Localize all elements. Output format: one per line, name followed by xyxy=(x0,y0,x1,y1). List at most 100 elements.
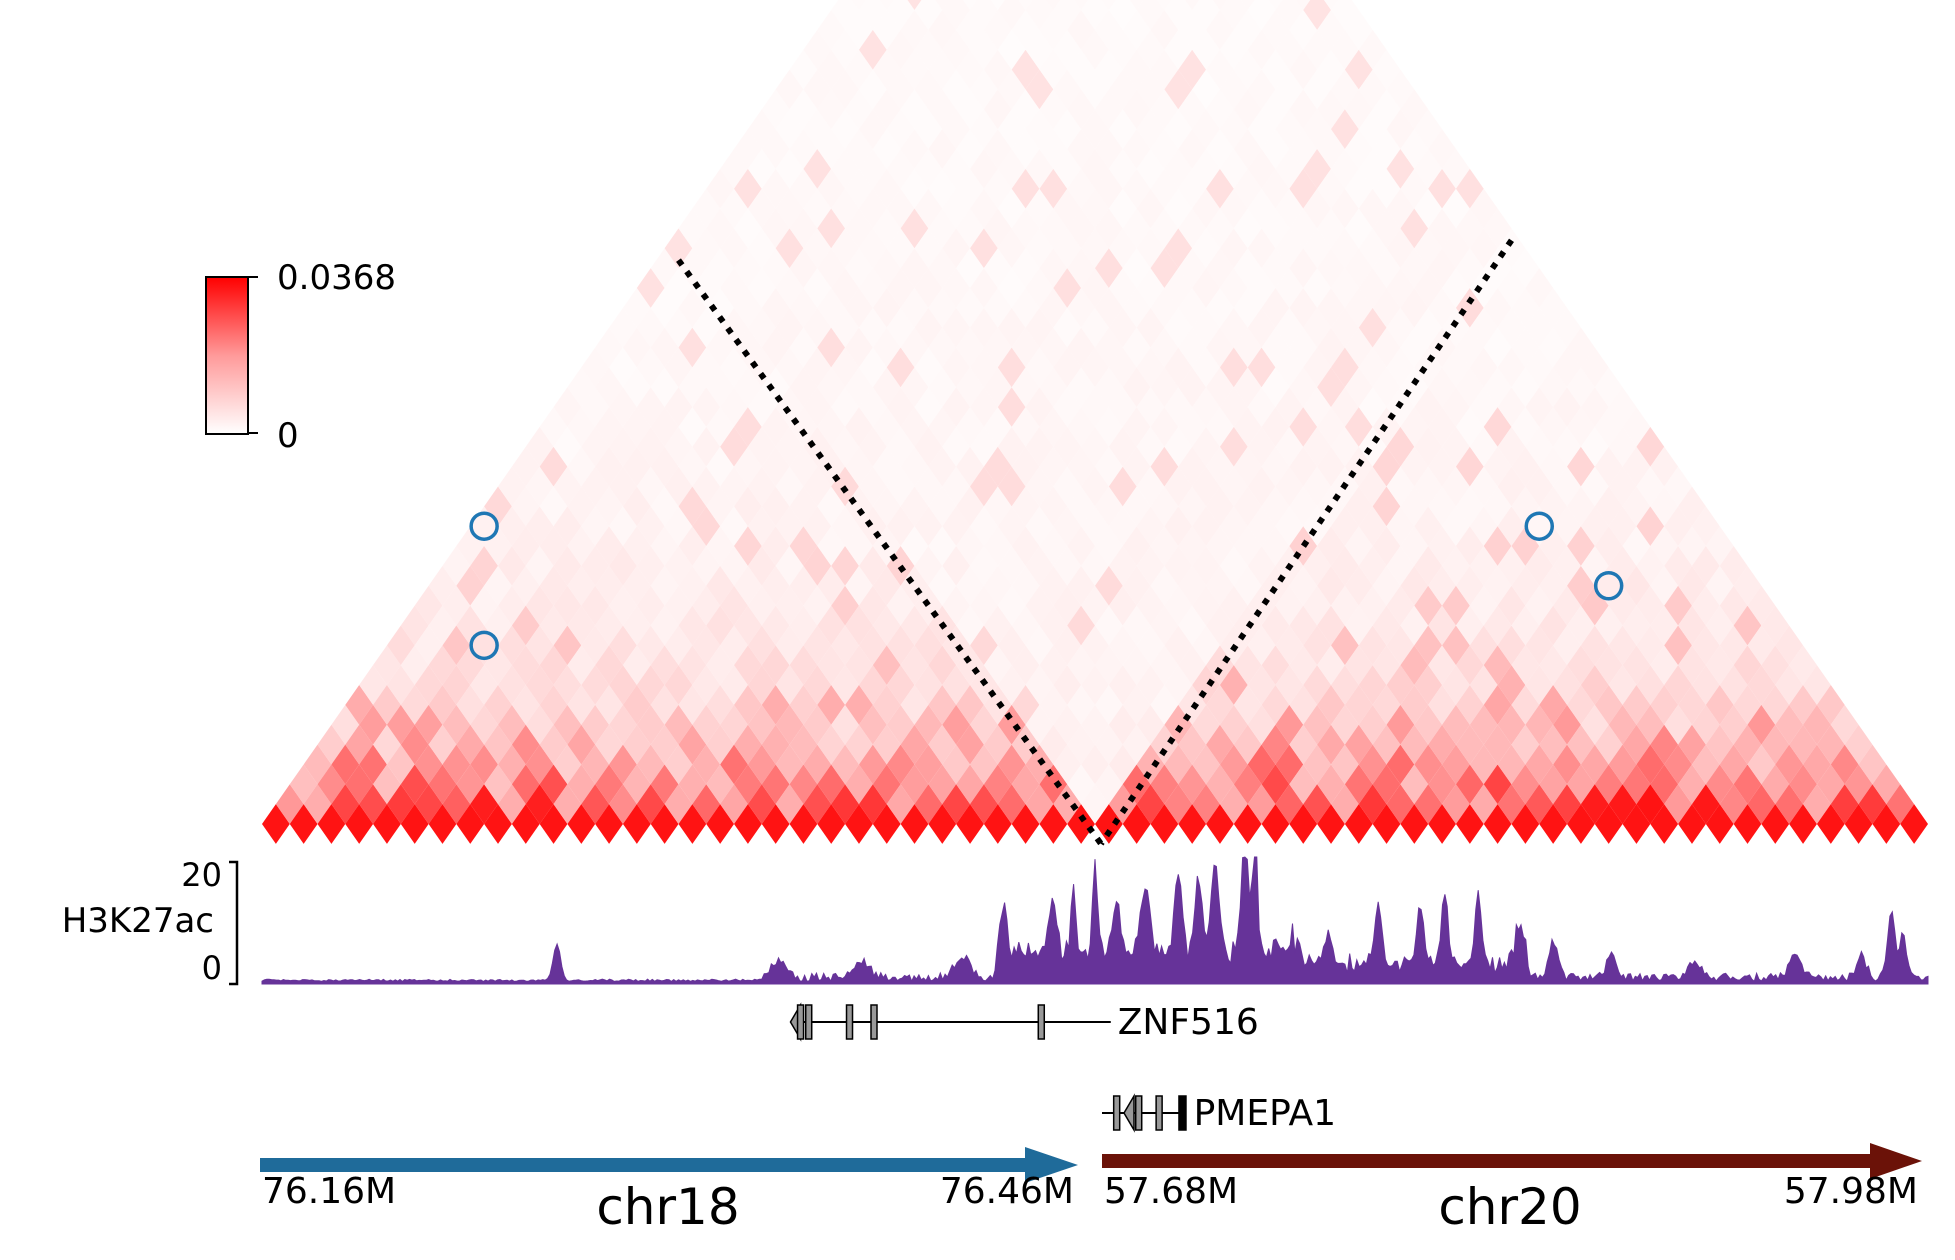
heatmap-cell xyxy=(511,645,540,686)
heatmap-cell xyxy=(1150,367,1179,408)
heatmap-cell xyxy=(470,784,499,824)
heatmap-cell xyxy=(622,764,651,805)
heatmap-cell xyxy=(1303,426,1332,467)
heatmap-cell xyxy=(1053,466,1082,507)
heatmap-cell xyxy=(928,208,957,249)
heatmap-cell xyxy=(1233,248,1262,288)
heatmap-cell xyxy=(956,248,984,288)
heatmap-cell xyxy=(1212,0,1227,11)
heatmap-cell xyxy=(1400,208,1429,249)
heatmap-cell xyxy=(831,0,859,30)
heatmap-cell xyxy=(831,69,859,110)
heatmap-cell xyxy=(1497,228,1526,269)
heatmap-cell xyxy=(400,764,429,805)
heatmap-cell xyxy=(692,347,721,388)
heatmap-cell xyxy=(1719,585,1748,626)
heatmap-cell xyxy=(484,724,512,765)
heatmap-cell xyxy=(692,188,721,229)
heatmap-cell xyxy=(692,506,721,547)
heatmap-cell xyxy=(886,347,915,388)
heatmap-cell xyxy=(331,784,360,824)
heatmap-cell xyxy=(595,645,623,686)
heatmap-cell xyxy=(317,804,346,844)
heatmap-cell xyxy=(1317,168,1345,209)
heatmap-cell xyxy=(1303,29,1332,70)
heatmap-cell xyxy=(1358,347,1387,388)
heatmap-cell xyxy=(1331,0,1359,30)
heatmap-cell xyxy=(1469,744,1498,785)
heatmap-cell xyxy=(1261,685,1290,725)
heatmap-cell xyxy=(1039,10,1068,50)
heatmap-cell xyxy=(1206,685,1234,725)
heatmap-cell xyxy=(1303,268,1332,308)
heatmap-cell xyxy=(817,208,846,249)
heatmap-cell xyxy=(1775,784,1804,824)
heatmap-cell xyxy=(1136,148,1165,189)
heatmap-cell xyxy=(1455,168,1484,209)
heatmap-cell xyxy=(1830,784,1859,824)
heatmap-cell xyxy=(1067,89,1095,130)
heatmap-cell xyxy=(1219,0,1248,30)
heatmap-cell xyxy=(400,645,429,686)
heatmap-cell xyxy=(1275,347,1304,388)
heatmap-cell xyxy=(831,625,859,666)
heatmap-cell xyxy=(1185,0,1200,11)
heatmap-cell xyxy=(845,168,873,209)
track-label: H3K27ac xyxy=(62,901,214,941)
heatmap-cell xyxy=(900,367,929,408)
heatmap-cell xyxy=(928,49,957,90)
heatmap-cell xyxy=(1261,129,1290,169)
tad-line-right xyxy=(1098,238,1514,846)
heatmap-cell xyxy=(734,486,762,527)
heatmap-cell xyxy=(997,546,1026,586)
heatmap-cell xyxy=(747,268,776,308)
heatmap-cell xyxy=(983,565,1012,606)
heatmap-cell xyxy=(1095,605,1123,646)
heatmap-cell xyxy=(567,407,596,447)
heatmap-cell xyxy=(1178,89,1207,130)
heatmap-cell xyxy=(1206,89,1234,130)
heatmap-cell xyxy=(1095,407,1123,447)
heatmap-cell xyxy=(1678,724,1706,765)
heatmap-cell xyxy=(692,268,721,308)
heatmap-cell xyxy=(1511,446,1540,487)
heatmap-cell xyxy=(817,248,846,288)
heatmap-cell xyxy=(997,585,1026,626)
heatmap-cell xyxy=(1233,486,1262,527)
heatmap-cell xyxy=(1261,248,1290,288)
heatmap-cell xyxy=(1303,109,1332,149)
heatmap-cell xyxy=(1275,148,1304,189)
loop-marker xyxy=(1524,511,1555,541)
heatmap-cell xyxy=(511,446,540,487)
heatmap-cell xyxy=(1372,486,1401,527)
heatmap-cell xyxy=(831,29,859,70)
heatmap-cell xyxy=(1678,605,1706,646)
heatmap-cell xyxy=(900,89,929,130)
heatmap-cell xyxy=(1164,188,1193,229)
heatmap-cell xyxy=(720,307,748,348)
heatmap-cell xyxy=(1178,168,1207,209)
heatmap-cell xyxy=(1289,168,1318,209)
heatmap-cell xyxy=(997,228,1026,269)
heatmap-cell xyxy=(1095,129,1123,169)
heatmap-cell xyxy=(1317,208,1345,249)
heatmap-cell xyxy=(1400,89,1429,130)
heatmap-cell xyxy=(428,565,457,606)
heatmap-cell xyxy=(1303,466,1332,507)
heatmap-cell xyxy=(442,704,471,745)
heatmap-cell xyxy=(1469,466,1498,507)
heatmap-cell xyxy=(1206,486,1234,527)
heatmap-cell xyxy=(900,287,929,328)
heatmap-cell xyxy=(1296,0,1311,11)
heatmap-cell xyxy=(414,744,443,785)
heatmap-cell xyxy=(498,704,526,745)
heatmap-cell xyxy=(872,764,901,805)
loop-markers xyxy=(469,511,1624,661)
heatmap-cell xyxy=(400,605,429,646)
heatmap-cell xyxy=(595,565,623,606)
heatmap-cell xyxy=(858,0,887,30)
heatmap-cell xyxy=(970,0,998,30)
heatmap-cell xyxy=(1018,0,1033,11)
heatmap-cell xyxy=(428,605,457,646)
heatmap-cell xyxy=(400,804,429,844)
